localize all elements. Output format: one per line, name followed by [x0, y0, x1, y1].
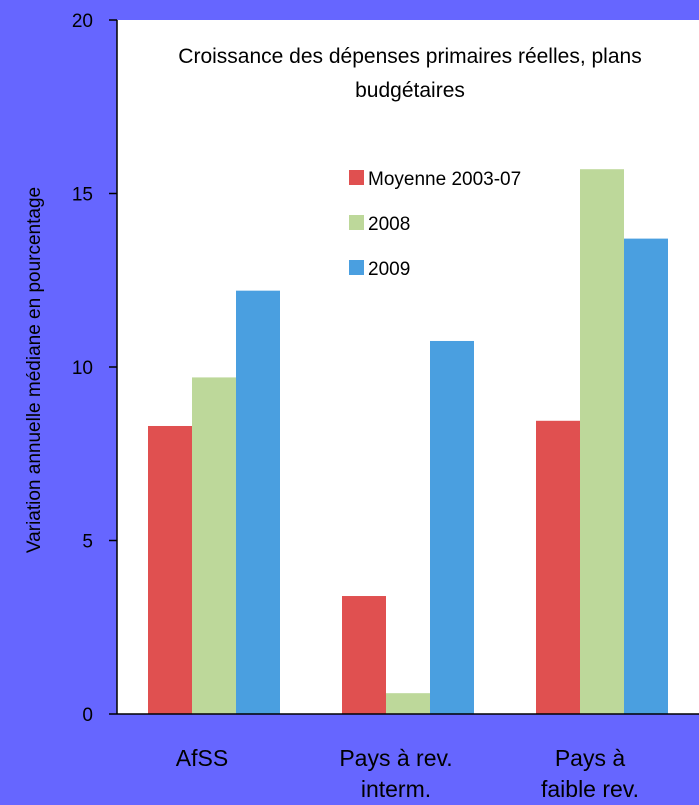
y-tick-label: 5: [82, 532, 93, 553]
legend-swatch: [349, 170, 364, 185]
category-label: AfSS: [176, 745, 228, 771]
category-label: Pays à rev. interm.: [339, 745, 452, 802]
legend-swatch: [349, 260, 364, 275]
chart-title-line-2: budgétaires: [355, 79, 465, 102]
bar-2009-2: [624, 238, 668, 715]
bar-moyenne-2003-07-2: [536, 420, 580, 714]
bar-2008-0: [192, 377, 236, 714]
category-label: Pays à faible rev.: [541, 745, 639, 802]
bar-2009-0: [236, 290, 280, 714]
bar-2008-2: [580, 169, 624, 714]
y-tick-label: 15: [72, 185, 93, 206]
legend-swatch: [349, 215, 364, 230]
bar-moyenne-2003-07-1: [342, 596, 386, 714]
bar-2008-1: [386, 693, 430, 714]
y-axis-label: Variation annuelle médiane en pourcentag…: [24, 187, 45, 553]
bar-2009-1: [430, 340, 474, 714]
bar-moyenne-2003-07-0: [148, 425, 192, 714]
legend-label: Moyenne 2003-07: [368, 169, 521, 190]
y-tick-label: 0: [82, 705, 93, 726]
legend: Moyenne 2003-07 2008 2009: [349, 169, 521, 280]
y-tick-label: 10: [72, 358, 93, 379]
chart-title-line-1: Croissance des dépenses primaires réelle…: [178, 45, 641, 68]
legend-label: 2009: [368, 259, 410, 280]
y-tick-label: 20: [72, 11, 93, 32]
legend-label: 2008: [368, 214, 410, 235]
